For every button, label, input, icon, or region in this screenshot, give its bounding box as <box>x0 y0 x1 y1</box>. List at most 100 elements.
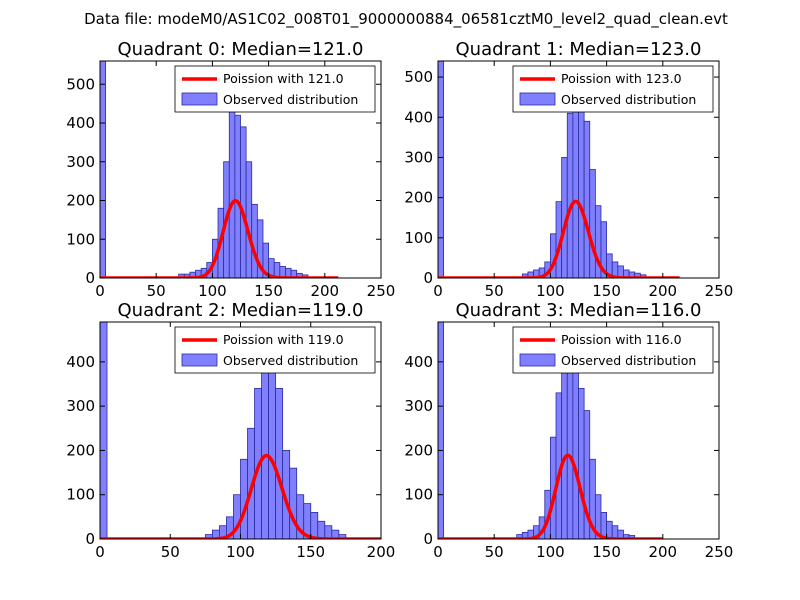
x-tick-label: 250 <box>367 282 396 300</box>
x-tick-label: 150 <box>296 543 325 561</box>
legend-hist-label: Observed distribution <box>561 92 696 107</box>
plot-area <box>438 61 680 278</box>
x-tick-label: 50 <box>485 282 504 300</box>
x-tick-label: 150 <box>254 282 283 300</box>
histogram-bar <box>572 100 579 278</box>
legend-hist-label: Observed distribution <box>223 353 358 368</box>
histogram-bar <box>572 348 579 539</box>
x-tick-label: 100 <box>536 543 565 561</box>
histogram-bar <box>324 525 333 539</box>
x-tick-label: 200 <box>648 282 677 300</box>
panel-title: Quadrant 1: Median=123.0 <box>456 39 702 60</box>
poisson-fit-line <box>438 199 680 278</box>
y-tick-label: 200 <box>404 441 433 459</box>
histogram-bar <box>438 322 445 539</box>
histogram-bar <box>100 322 108 539</box>
histogram-bar <box>100 61 107 278</box>
y-tick-label: 400 <box>66 114 95 132</box>
y-tick-label: 100 <box>66 230 95 248</box>
y-tick-label: 200 <box>404 189 433 207</box>
legend: Poission with 123.0 Observed distribution <box>512 65 714 113</box>
poisson-fit-line <box>100 199 339 278</box>
histogram-bar <box>578 388 585 539</box>
histogram-bar <box>228 110 236 278</box>
histogram-bar <box>606 520 613 539</box>
histogram-bar <box>566 112 574 278</box>
y-tick-label: 200 <box>66 192 95 210</box>
x-tick-label: 100 <box>198 282 227 300</box>
x-tick-label: 200 <box>367 543 396 561</box>
histogram-bar <box>310 512 319 539</box>
y-tick-label: 300 <box>404 397 433 415</box>
histogram-bar <box>289 467 298 539</box>
y-tick-label: 0 <box>85 269 95 287</box>
histogram-bar <box>611 525 619 539</box>
legend: Poission with 121.0 Observed distribution <box>174 65 376 113</box>
histogram-bar <box>240 126 247 278</box>
histogram-bar <box>261 357 270 539</box>
legend-hist-swatch <box>519 353 556 367</box>
axes-frame <box>437 321 720 540</box>
x-tick-label: 100 <box>536 282 565 300</box>
panels: Quadrant 0: Median=121.0 0 50 100 150 200 250 0… <box>66 39 733 561</box>
legend: Poission with 119.0 Observed distribution <box>174 326 376 374</box>
legend-hist-swatch <box>181 92 218 106</box>
y-tick-label: 400 <box>404 108 433 126</box>
x-tick-label: 0 <box>95 282 105 300</box>
y-tick-label: 300 <box>66 153 95 171</box>
panel-quadrant-0: Quadrant 0: Median=121.0 0 50 100 150 200 250 0… <box>66 39 395 300</box>
y-tick-label: 500 <box>66 75 95 93</box>
x-tick-label: 0 <box>95 543 105 561</box>
x-tick-label: 0 <box>433 543 443 561</box>
x-tick-label: 0 <box>433 282 443 300</box>
y-tick-label: 0 <box>423 269 433 287</box>
axes-frame <box>437 60 720 279</box>
legend-hist-label: Observed distribution <box>561 353 696 368</box>
x-tick-label: 50 <box>485 543 504 561</box>
y-tick-label: 300 <box>66 397 95 415</box>
y-tick-label: 100 <box>404 229 433 247</box>
x-tick-label: 250 <box>705 282 734 300</box>
histogram-bar <box>317 520 326 539</box>
histogram-bar <box>628 535 636 539</box>
panel-quadrant-3: Quadrant 3: Median=116.0 0 50 100 150 200 250 0… <box>404 300 733 561</box>
x-tick-label: 150 <box>592 543 621 561</box>
figure-title: Data file: modeM0/AS1C02_008T01_90000008… <box>84 10 728 29</box>
y-tick-label: 0 <box>423 530 433 548</box>
y-tick-label: 0 <box>85 530 95 548</box>
y-tick-label: 100 <box>404 486 433 504</box>
panel-quadrant-1: Quadrant 1: Median=123.0 0 50 100 150 200 250 0… <box>404 39 733 300</box>
legend: Poission with 116.0 Observed distribution <box>512 326 714 374</box>
axes-frame <box>99 60 382 279</box>
legend-fit-label: Poission with 116.0 <box>561 332 682 347</box>
x-tick-label: 200 <box>310 282 339 300</box>
x-tick-label: 100 <box>226 543 255 561</box>
y-tick-label: 400 <box>66 353 95 371</box>
y-tick-label: 300 <box>404 148 433 166</box>
histogram-bar <box>268 365 277 539</box>
histogram-bar <box>438 61 445 278</box>
histogram-bar <box>275 388 284 539</box>
x-tick-label: 50 <box>147 282 166 300</box>
x-tick-label: 50 <box>161 543 180 561</box>
legend-fit-label: Poission with 119.0 <box>223 332 344 347</box>
histogram-bar <box>589 169 596 278</box>
y-tick-label: 400 <box>404 353 433 371</box>
legend-fit-label: Poission with 123.0 <box>561 71 682 86</box>
histogram-bar <box>583 120 591 278</box>
histogram-bar <box>234 114 241 278</box>
legend-fit-label: Poission with 121.0 <box>223 71 344 86</box>
legend-hist-swatch <box>181 353 218 367</box>
x-tick-label: 200 <box>648 543 677 561</box>
y-tick-label: 500 <box>404 68 433 86</box>
panel-title: Quadrant 3: Median=116.0 <box>456 300 702 321</box>
y-tick-label: 100 <box>66 486 95 504</box>
legend-hist-swatch <box>519 92 556 106</box>
legend-hist-label: Observed distribution <box>223 92 358 107</box>
y-tick-label: 200 <box>66 441 95 459</box>
panel-quadrant-2: Quadrant 2: Median=119.0 0 50 100 150 200 0 100… <box>66 300 395 561</box>
x-tick-label: 150 <box>592 282 621 300</box>
panel-title: Quadrant 0: Median=121.0 <box>118 39 364 60</box>
histogram-bar <box>566 357 574 539</box>
